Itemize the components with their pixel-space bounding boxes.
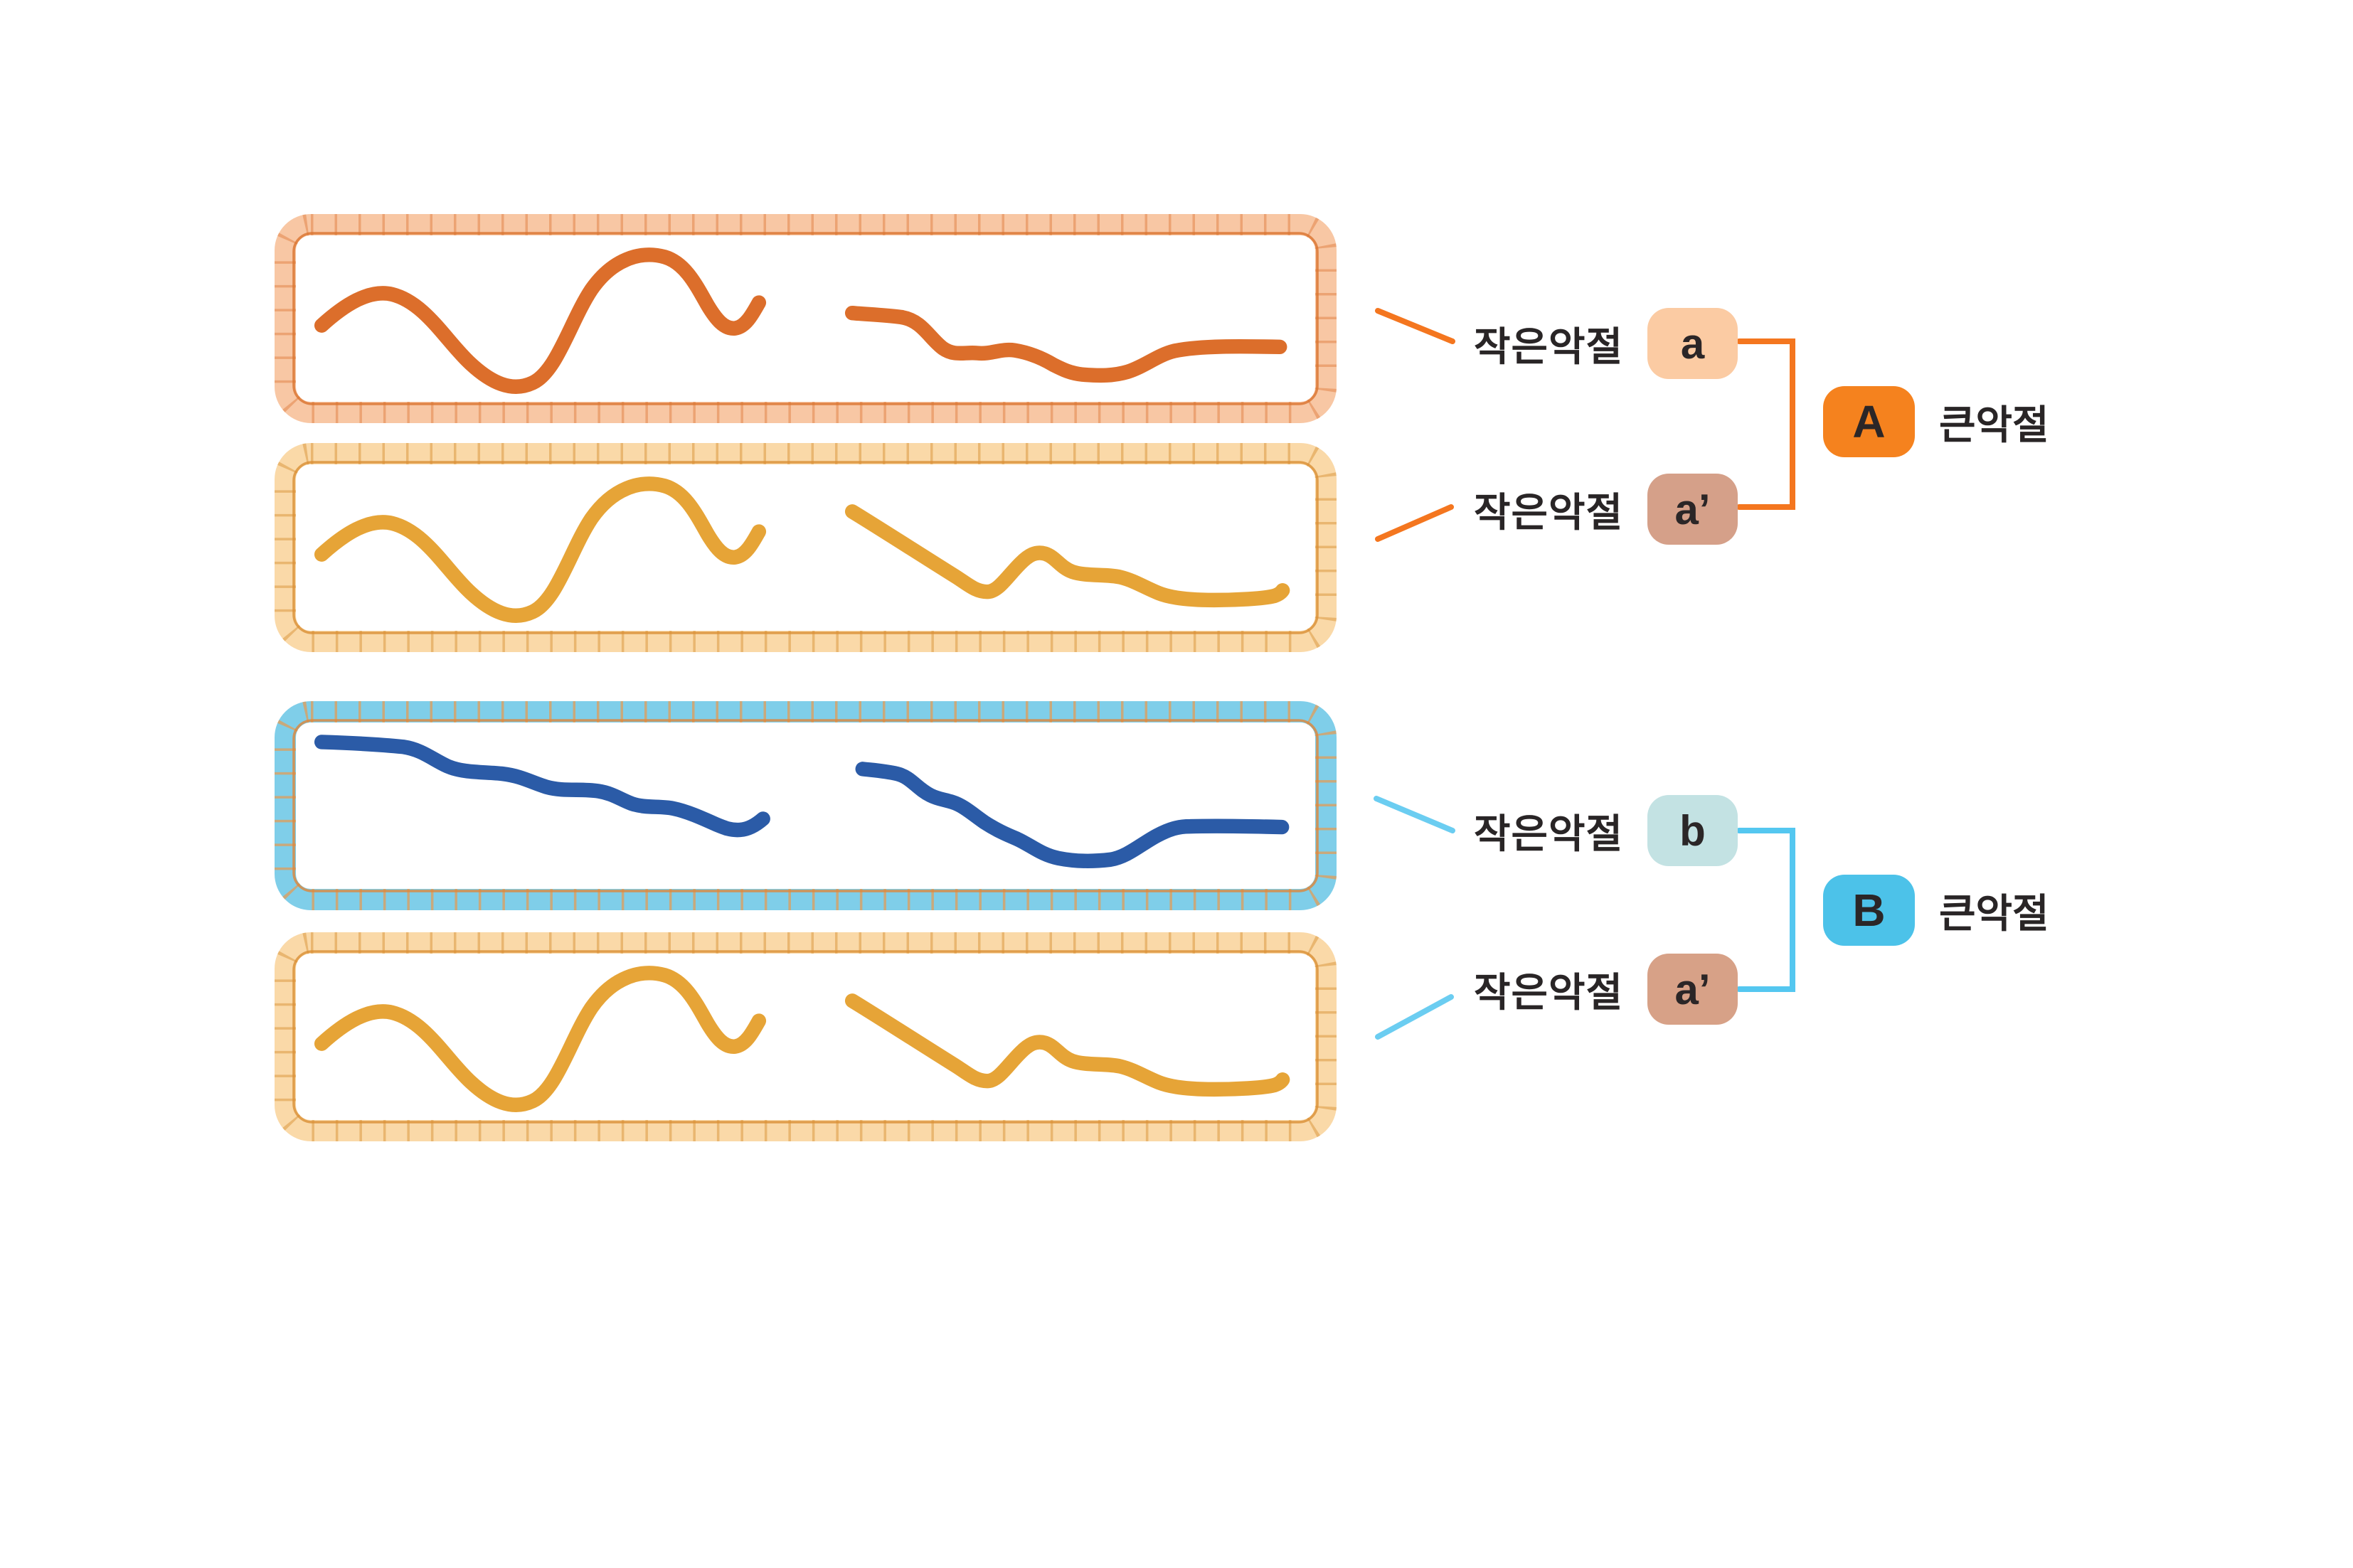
- connector-strip2-to-a-prime: [1375, 504, 1454, 542]
- small-phrase-label: 작은악절: [1474, 811, 1624, 856]
- phrase-badge-a-prime: a’: [1647, 474, 1738, 545]
- group-badge-A: A: [1823, 386, 1915, 457]
- melody-line-a: [314, 247, 1287, 394]
- connector-strip3-to-b: [1374, 796, 1455, 833]
- small-phrase-row-a-prime: 작은악절 a’: [1474, 471, 1738, 547]
- group-badge-B: B: [1823, 875, 1915, 946]
- small-phrase-row-a: 작은악절 a: [1474, 306, 1738, 381]
- small-phrase-label: 작은악절: [1474, 324, 1624, 369]
- phrase-badge-a: a: [1647, 308, 1738, 379]
- small-phrase-label: 작은악절: [1474, 489, 1624, 535]
- melody-line-b: [314, 735, 1290, 869]
- big-phrase-label: 큰악절: [1939, 402, 2049, 447]
- small-phrase-row-b: 작은악절 b: [1474, 793, 1738, 868]
- melody-line-a-prime: [314, 966, 1290, 1112]
- melody-strip-a: [274, 213, 1337, 424]
- connector-strip4-to-a-prime: [1375, 994, 1454, 1040]
- melody-strip-b: [274, 700, 1337, 911]
- melody-strip-a-prime: [274, 442, 1337, 653]
- big-phrase-group-A: A 큰악절: [1823, 386, 2049, 457]
- melody-line-a-prime: [314, 476, 1290, 623]
- small-phrase-row-a-prime-2: 작은악절 a’: [1474, 951, 1738, 1027]
- bracket-group-A: [1736, 338, 1795, 510]
- phrase-badge-a-prime: a’: [1647, 954, 1738, 1025]
- phrase-badge-b: b: [1647, 795, 1738, 866]
- big-phrase-group-B: B 큰악절: [1823, 875, 2049, 946]
- melody-strip-a-prime-2: [274, 932, 1337, 1142]
- bracket-group-B: [1736, 828, 1795, 992]
- connector-strip1-to-a: [1375, 308, 1455, 344]
- big-phrase-label: 큰악절: [1939, 890, 2049, 936]
- small-phrase-label: 작은악절: [1474, 969, 1624, 1015]
